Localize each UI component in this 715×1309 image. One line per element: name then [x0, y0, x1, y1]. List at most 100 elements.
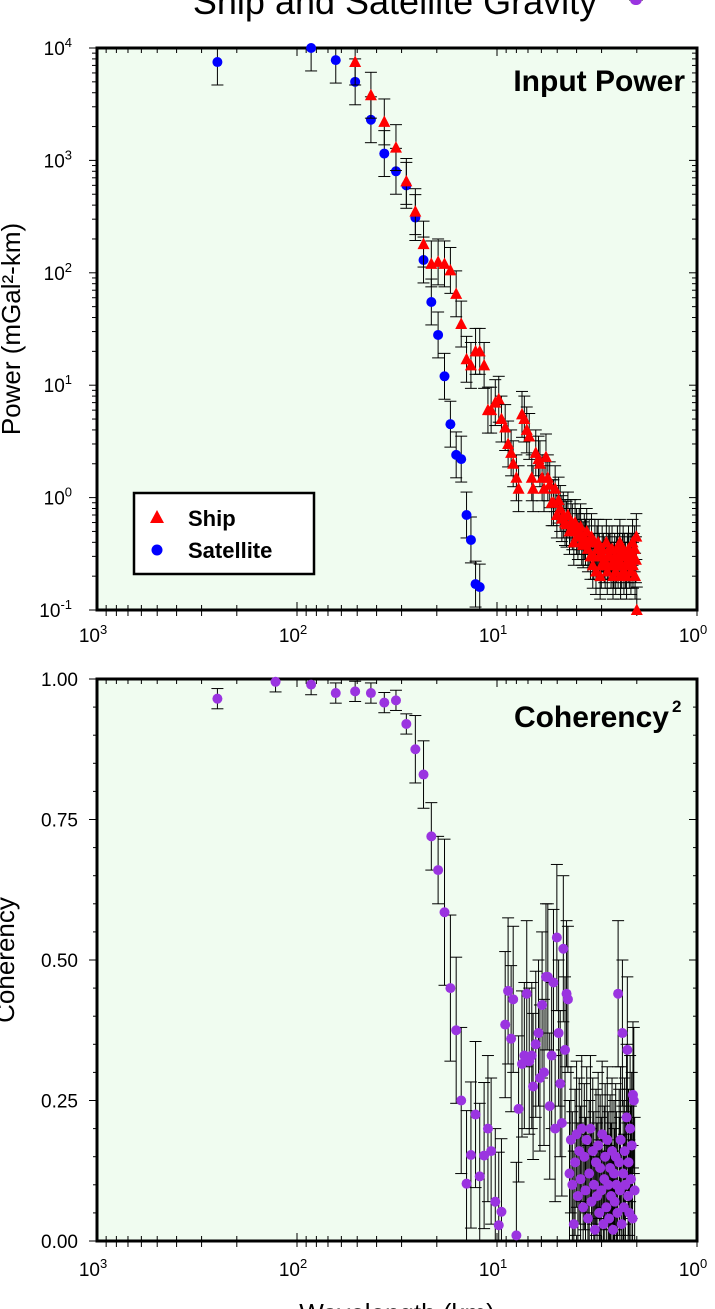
- coherency-point: [530, 1039, 541, 1050]
- coherency-point: [596, 1185, 607, 1196]
- coherency-x-tick-labels: 103 102 101 100: [79, 1256, 707, 1281]
- coherency-point: [604, 1213, 615, 1224]
- coherency-point: [600, 1151, 611, 1162]
- satellite-point: [456, 454, 467, 465]
- coherency-point: [511, 1230, 522, 1241]
- y-tick-label: 101: [44, 372, 72, 397]
- coherency-point: [613, 988, 624, 999]
- coherency-point: [601, 1202, 612, 1213]
- coherency-point: [474, 1171, 485, 1182]
- power-panel-label: Input Power: [513, 65, 685, 98]
- satellite-point: [306, 43, 317, 53]
- satellite-point: [465, 534, 476, 545]
- coherency-point: [539, 1067, 550, 1078]
- legend: Ship Satellite: [132, 491, 316, 576]
- coherency-point: [623, 1157, 634, 1168]
- ship-point: [450, 287, 463, 299]
- ship-point: [538, 482, 551, 494]
- ship-point: [527, 482, 540, 494]
- coherency-point: [528, 1081, 539, 1092]
- coherency-point: [558, 943, 569, 954]
- ship-point: [409, 205, 422, 217]
- ship-point: [569, 516, 582, 528]
- coherency-point: [553, 1028, 564, 1039]
- ship-point: [518, 412, 531, 425]
- coherency-point: [626, 1140, 637, 1151]
- coherency-point: [544, 1101, 555, 1112]
- ship-point: [502, 437, 515, 449]
- y-tick-label: 0.75: [41, 811, 78, 832]
- satellite-point: [439, 371, 450, 382]
- coherency-point: [482, 1123, 493, 1134]
- coherency-point: [570, 1157, 581, 1168]
- satellite-point: [212, 57, 223, 68]
- satellite-point: [433, 329, 444, 340]
- coherency-point: [330, 688, 341, 699]
- coherency-point: [526, 1050, 537, 1061]
- ship-point: [438, 257, 451, 269]
- legend-satellite-marker: [151, 544, 163, 556]
- coherency-point: [625, 1123, 636, 1134]
- coherency-point: [581, 1134, 592, 1145]
- ship-point: [499, 421, 512, 433]
- x-tick-label: 100: [679, 1256, 707, 1281]
- coherency-point: [365, 688, 376, 699]
- coherency-point: [426, 831, 437, 842]
- coherency-point: [579, 1151, 590, 1162]
- coherency-point: [562, 994, 573, 1005]
- coherency-point: [619, 1146, 630, 1157]
- coherency-point: [445, 983, 456, 994]
- coherency-point: [306, 679, 317, 690]
- coherency-point: [379, 697, 390, 708]
- coherency-point: [616, 1219, 627, 1230]
- coherency-point: [568, 1219, 579, 1230]
- satellite-point: [330, 55, 341, 66]
- coherency-data-points: [211, 0, 643, 1242]
- ship-point: [601, 565, 614, 577]
- coherency-point: [439, 907, 450, 918]
- ship-point: [525, 471, 538, 483]
- coherency-point: [618, 1168, 629, 1179]
- coherency-point: [433, 865, 444, 876]
- x-tick-label: 103: [79, 1256, 107, 1281]
- ship-point: [541, 471, 554, 483]
- coherency-point: [588, 1179, 599, 1190]
- ship-point: [389, 141, 402, 153]
- coherency-point: [493, 1220, 504, 1231]
- coherency-point: [350, 686, 361, 697]
- ship-point: [539, 450, 552, 462]
- ship-point: [492, 392, 505, 405]
- coherency-point: [456, 1095, 467, 1106]
- power-axis-ticks: [89, 47, 698, 616]
- coherency-point: [390, 695, 401, 706]
- coherency-point: [486, 1146, 497, 1157]
- coherency-point: [576, 1123, 587, 1134]
- x-tick-label: 102: [279, 1256, 307, 1281]
- ship-point: [460, 352, 473, 365]
- ship-point: [628, 542, 641, 554]
- ship-point: [533, 457, 546, 469]
- ship-point: [629, 553, 642, 565]
- coherency-panel-label: Coherency: [514, 701, 669, 734]
- y-tick-label: 102: [44, 260, 72, 285]
- coherency-point: [410, 744, 421, 755]
- coherency-point: [585, 1123, 596, 1134]
- x-tick-label: 103: [79, 622, 107, 647]
- satellite-point: [445, 419, 456, 430]
- coherency-point: [617, 1028, 628, 1039]
- coherency-point: [578, 1202, 589, 1213]
- ship-point: [552, 493, 565, 506]
- ship-point: [364, 88, 377, 101]
- coherency-point: [582, 1213, 593, 1224]
- coherency-point: [490, 1196, 501, 1207]
- ship-point: [549, 482, 562, 494]
- y-tick-label: 103: [44, 147, 72, 172]
- y-tick-label: 1.00: [41, 670, 78, 691]
- coherency-point: [461, 1178, 472, 1189]
- coherency-point: [608, 1224, 619, 1235]
- coherency-point: [594, 1207, 605, 1218]
- coherency-point: [609, 1196, 620, 1207]
- coherency-point: [270, 676, 281, 687]
- ship-point: [594, 569, 607, 582]
- ship-point: [495, 412, 508, 425]
